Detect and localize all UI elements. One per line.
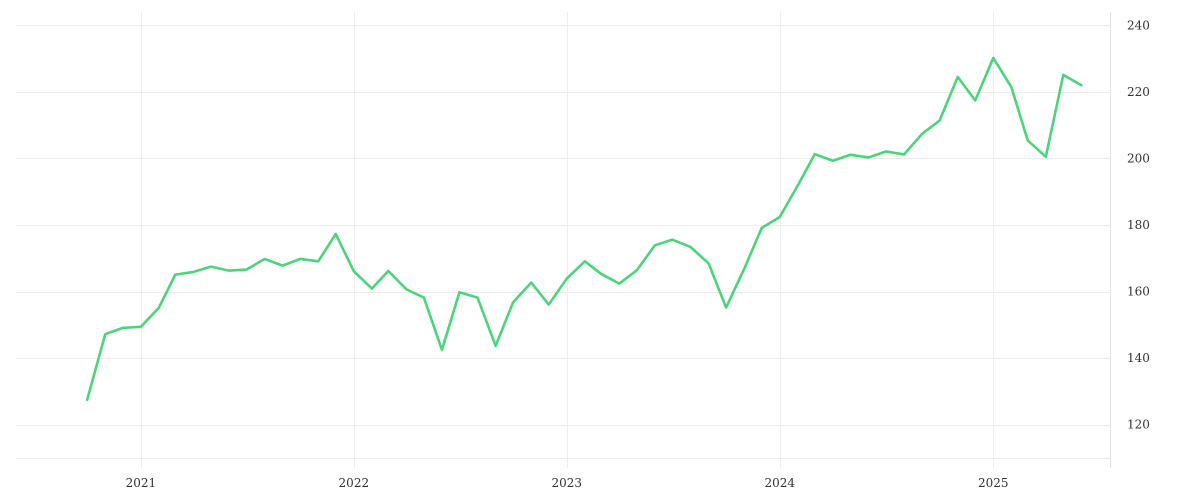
x-tick-label: 2024 (764, 476, 795, 490)
y-tick-label: 120 (1127, 418, 1150, 432)
y-tick-label: 240 (1127, 18, 1150, 32)
x-axis-tick-labels: 2021 2022 2023 2024 2025 (126, 476, 1009, 490)
vertical-gridlines (141, 12, 994, 468)
y-tick-label: 140 (1127, 351, 1150, 365)
x-tick-label: 2025 (978, 476, 1009, 490)
horizontal-gridlines (16, 25, 1110, 459)
x-tick-label: 2023 (552, 476, 583, 490)
y-axis-tick-labels: 120 140 160 180 200 220 240 (1127, 18, 1150, 431)
series-line (85, 56, 1083, 402)
x-tick-label: 2021 (126, 476, 157, 490)
series-layer (85, 56, 1083, 402)
y-tick-label: 200 (1127, 151, 1150, 165)
y-tick-label: 180 (1127, 218, 1150, 232)
y-tick-label: 220 (1127, 85, 1150, 99)
y-tick-label: 160 (1127, 285, 1150, 299)
x-tick-label: 2022 (339, 476, 370, 490)
